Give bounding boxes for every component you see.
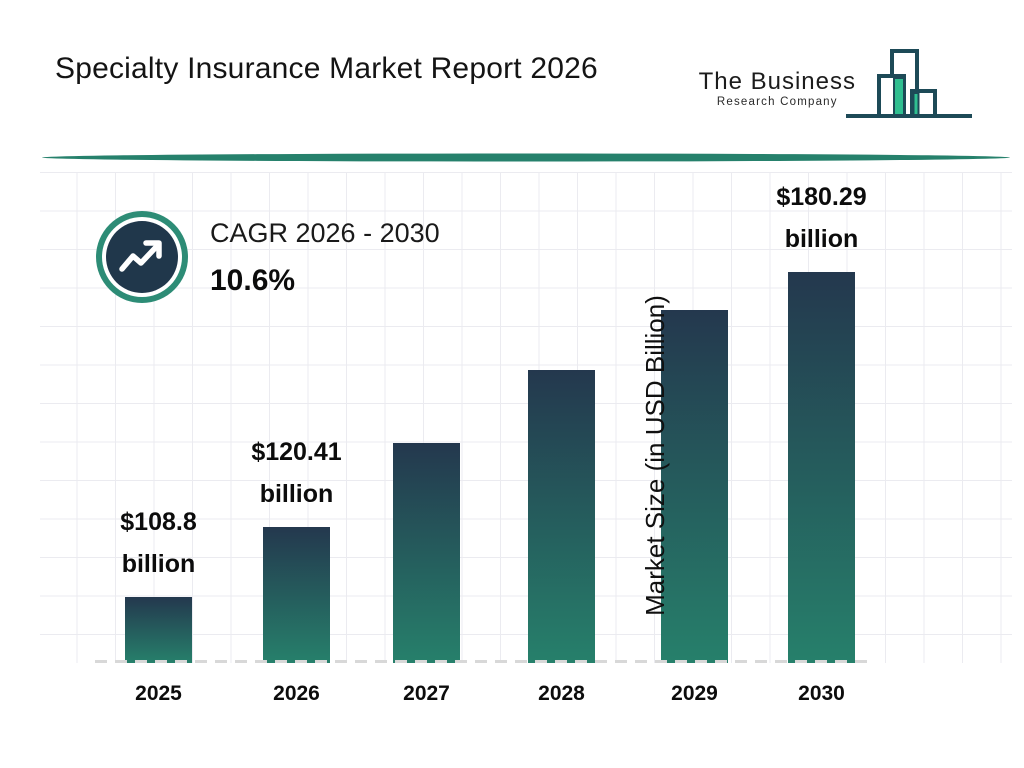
header-divider (42, 153, 1010, 162)
value-label-2030: $180.29 billion (776, 183, 867, 253)
value-label-2026: $120.41 billion (251, 438, 342, 508)
x-tick-2028: 2028 (538, 682, 585, 705)
x-tick-2030: 2030 (798, 682, 845, 705)
cagr-value: 10.6% (210, 264, 296, 297)
cagr-badge-core (106, 221, 178, 293)
x-tick-2027: 2027 (403, 682, 450, 705)
bar-chart-logo-icon (846, 49, 972, 118)
cagr-badge-ring (102, 217, 182, 297)
cagr-period-label: CAGR 2026 - 2030 (210, 218, 440, 248)
x-tick-2026: 2026 (273, 682, 320, 705)
x-tick-2029: 2029 (671, 682, 718, 705)
company-logo: The Business Research Company (699, 36, 974, 124)
value-label-2025: $108.8 billion (120, 508, 197, 578)
y-axis-label: Market Size (in USD Billion) (640, 295, 670, 616)
bar-2030 (788, 272, 855, 663)
bar-2025 (125, 597, 192, 663)
bar-2026 (263, 527, 330, 663)
x-axis-baseline (95, 660, 873, 663)
x-tick-2025: 2025 (135, 682, 182, 705)
logo-subname: Research Company (716, 96, 838, 108)
cagr-badge (96, 211, 188, 303)
page-title: Specialty Insurance Market Report 2026 (55, 52, 598, 85)
bar-2029 (661, 310, 728, 663)
company-logo-text: The Business Research Company (699, 68, 856, 108)
trending-up-icon (119, 240, 162, 272)
bar-2027 (393, 443, 460, 663)
logo-name: The Business (698, 68, 856, 95)
bar-2028 (528, 370, 595, 663)
